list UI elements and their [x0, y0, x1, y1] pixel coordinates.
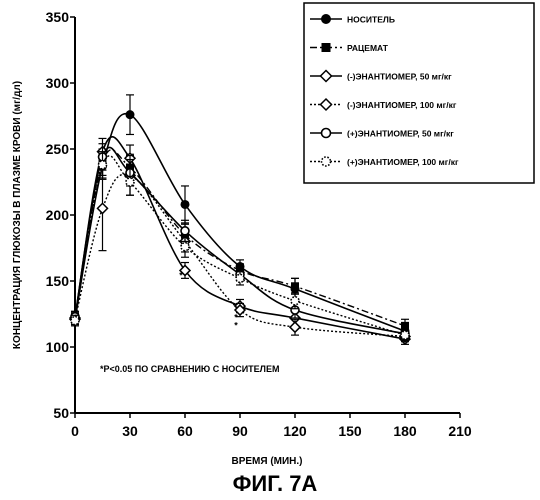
y-tick-label: 300: [46, 75, 70, 91]
data-point-marker: [291, 282, 299, 290]
data-point-marker: [98, 203, 108, 213]
data-point-marker: [181, 200, 189, 208]
significance-note: *P<0.05 ПО СРАВНЕНИЮ С НОСИТЕЛЕМ: [100, 364, 280, 374]
data-point-marker: [126, 111, 134, 119]
legend-item: РАЦЕМАТ: [310, 43, 389, 53]
data-point-marker: [181, 243, 189, 251]
significance-asterisk: *: [234, 321, 238, 331]
figure-label: ФИГ. 7А: [233, 471, 318, 496]
x-tick-label: 210: [448, 423, 472, 439]
x-tick-label: 30: [122, 423, 138, 439]
legend-label: (-)ЭНАНТИОМЕР, 50 мг/кг: [347, 72, 452, 82]
x-tick-label: 120: [283, 423, 307, 439]
x-tick-label: 0: [71, 423, 79, 439]
x-axis-ticks: 0 30 60 90 120 150 180 210: [71, 413, 472, 439]
data-point-marker: [181, 227, 189, 235]
data-point-marker: [291, 297, 299, 305]
y-tick-label: 150: [46, 273, 70, 289]
y-tick-label: 250: [46, 141, 70, 157]
data-point-marker: [236, 274, 244, 282]
y-tick-label: 200: [46, 207, 70, 223]
x-tick-label: 150: [338, 423, 362, 439]
data-point-marker: [322, 15, 331, 24]
legend-label: (-)ЭНАНТИОМЕР, 100 мг/кг: [347, 100, 457, 110]
legend-label: НОСИТЕЛЬ: [347, 15, 395, 25]
y-tick-label: 100: [46, 339, 70, 355]
x-tick-label: 60: [177, 423, 193, 439]
data-point-marker: [126, 178, 134, 186]
data-point-marker: [322, 157, 331, 166]
legend-box: [304, 3, 534, 183]
y-axis-ticks: 50 100 150 200 250 300 350: [46, 9, 75, 421]
data-point-marker: [99, 161, 107, 169]
legend: НОСИТЕЛЬ РАЦЕМАТ (-)ЭНАНТИОМЕР, 50 мг/кг (-…: [304, 3, 534, 183]
data-point-marker: [322, 129, 331, 138]
legend-label: РАЦЕМАТ: [347, 43, 389, 53]
data-point-marker: [290, 322, 300, 332]
y-tick-label: 350: [46, 9, 70, 25]
significance-layer: ***: [179, 270, 238, 330]
y-tick-label: 50: [53, 405, 69, 421]
legend-label: (+)ЭНАНТИОМЕР, 100 мг/кг: [347, 157, 459, 167]
x-tick-label: 90: [232, 423, 248, 439]
y-axis-title: КОНЦЕНТРАЦИЯ ГЛЮКОЗЫ В ПЛАЗМЕ КРОВИ (мг/…: [12, 81, 23, 349]
data-point-marker: [401, 331, 409, 339]
legend-label: (+)ЭНАНТИОМЕР, 50 мг/кг: [347, 129, 454, 139]
data-point-marker: [322, 43, 331, 52]
significance-asterisk: *: [179, 270, 183, 280]
x-tick-label: 180: [393, 423, 417, 439]
x-axis-title: ВРЕМЯ (МИН.): [231, 456, 302, 467]
data-point-marker: [71, 317, 79, 325]
